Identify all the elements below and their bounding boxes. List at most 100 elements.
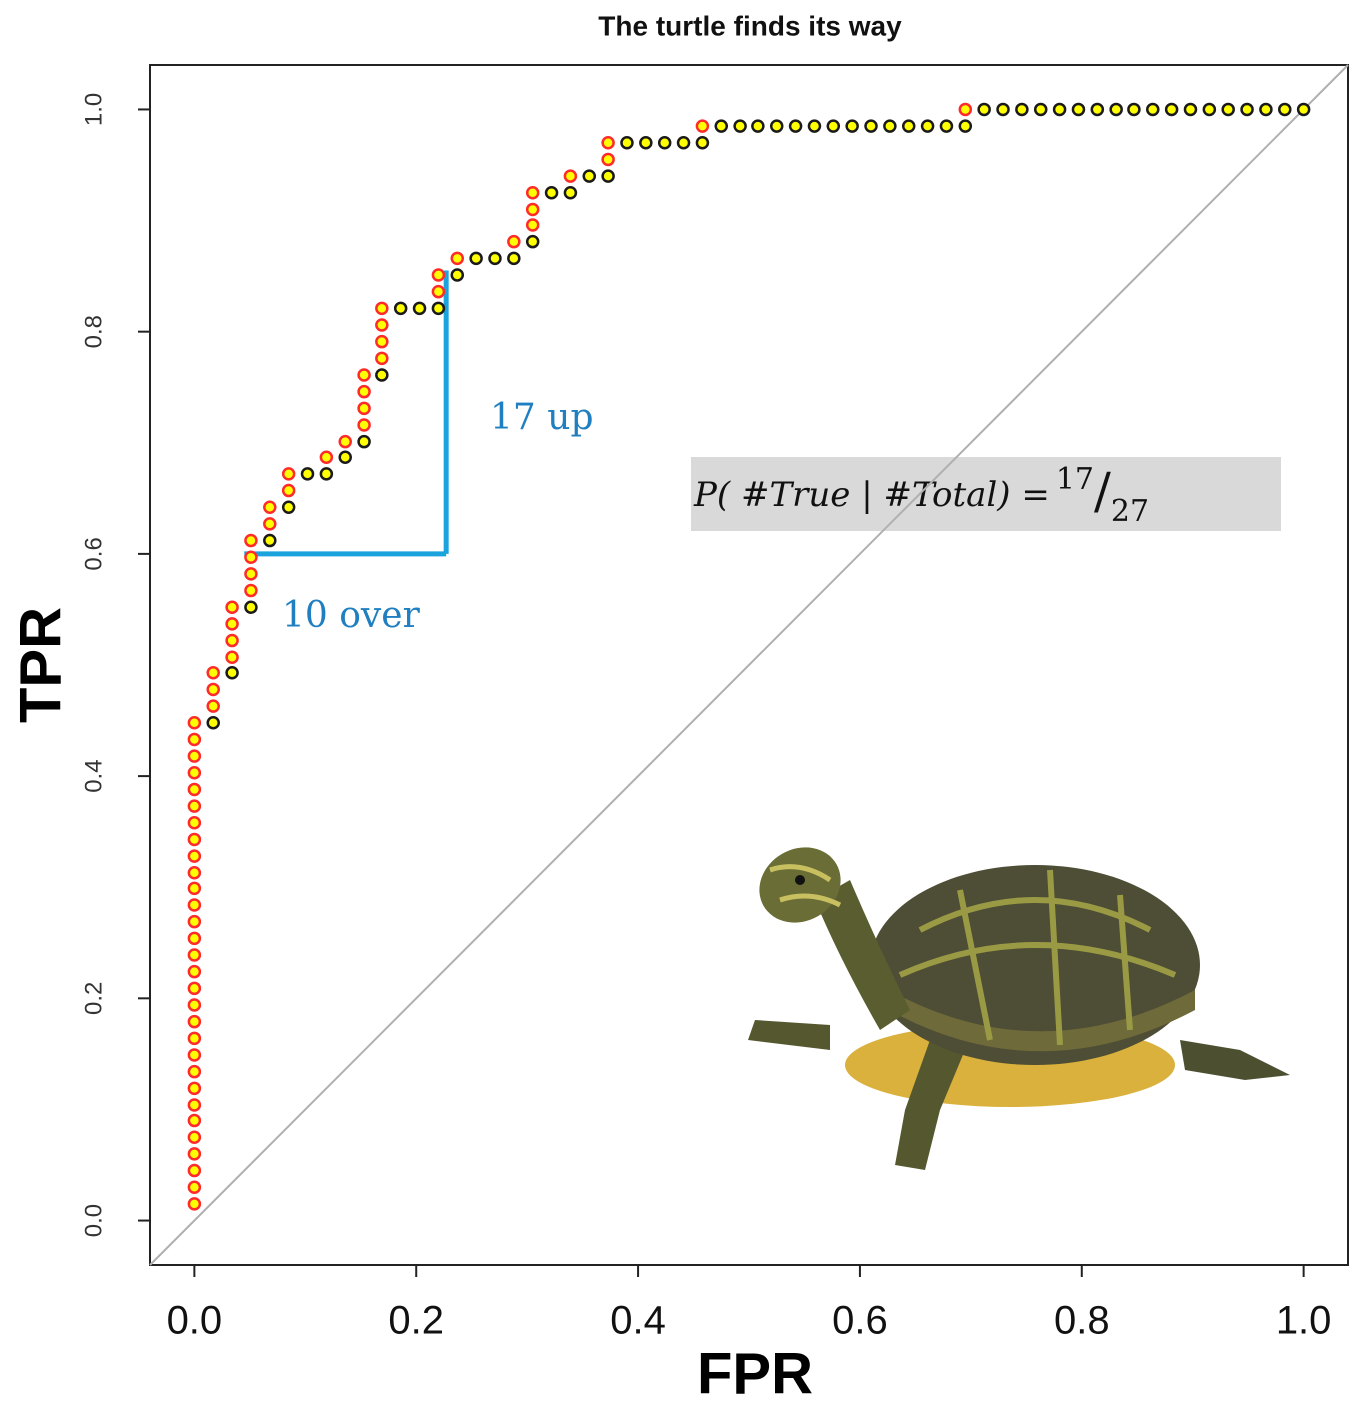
formula-denominator: 27 bbox=[1111, 494, 1149, 529]
roc-point bbox=[376, 303, 387, 314]
page: The turtle finds its way FPR TPR P( #Tru… bbox=[0, 0, 1364, 1409]
roc-point bbox=[847, 121, 858, 132]
roc-point bbox=[584, 171, 595, 182]
roc-point bbox=[433, 286, 444, 297]
roc-point bbox=[208, 701, 219, 712]
roc-point bbox=[321, 452, 332, 463]
roc-point bbox=[433, 270, 444, 281]
roc-point bbox=[189, 784, 200, 795]
roc-point bbox=[189, 916, 200, 927]
x-axis-label: FPR bbox=[697, 1341, 813, 1406]
y-tick-label: 0.8 bbox=[80, 315, 107, 348]
x-tick-label: 0.6 bbox=[832, 1299, 888, 1343]
roc-point bbox=[359, 420, 370, 431]
roc-point bbox=[790, 121, 801, 132]
roc-point bbox=[376, 370, 387, 381]
roc-point bbox=[565, 187, 576, 198]
roc-point bbox=[452, 270, 463, 281]
roc-point bbox=[1016, 104, 1027, 115]
roc-point bbox=[903, 121, 914, 132]
roc-point bbox=[264, 518, 275, 529]
roc-point bbox=[697, 137, 708, 148]
roc-point bbox=[565, 171, 576, 182]
roc-point bbox=[452, 253, 463, 264]
roc-point bbox=[1073, 104, 1084, 115]
roc-point bbox=[189, 983, 200, 994]
roc-point bbox=[1092, 104, 1103, 115]
roc-point bbox=[321, 468, 332, 479]
roc-point bbox=[1128, 104, 1139, 115]
roc-point bbox=[189, 1050, 200, 1061]
roc-point bbox=[376, 353, 387, 364]
roc-point bbox=[283, 485, 294, 496]
roc-point bbox=[227, 635, 238, 646]
roc-point bbox=[245, 602, 256, 613]
roc-point bbox=[245, 552, 256, 563]
roc-point bbox=[189, 1182, 200, 1193]
roc-point bbox=[659, 137, 670, 148]
roc-point bbox=[227, 618, 238, 629]
roc-point bbox=[941, 121, 952, 132]
roc-point bbox=[489, 253, 500, 264]
roc-point bbox=[189, 734, 200, 745]
roc-point bbox=[809, 121, 820, 132]
roc-point bbox=[1185, 104, 1196, 115]
roc-point bbox=[922, 121, 933, 132]
roc-point bbox=[771, 121, 782, 132]
roc-point bbox=[189, 883, 200, 894]
roc-point bbox=[1035, 104, 1046, 115]
roc-point bbox=[245, 535, 256, 546]
roc-point bbox=[376, 320, 387, 331]
roc-point bbox=[189, 966, 200, 977]
roc-point bbox=[189, 1016, 200, 1027]
roc-point bbox=[1111, 104, 1122, 115]
y-tick-label: 1.0 bbox=[80, 93, 107, 126]
roc-point bbox=[1298, 104, 1309, 115]
y-tick-label: 0.2 bbox=[80, 982, 107, 1015]
roc-point bbox=[1279, 104, 1290, 115]
roc-point bbox=[508, 236, 519, 247]
roc-point bbox=[752, 121, 763, 132]
roc-point bbox=[264, 535, 275, 546]
roc-point bbox=[189, 1165, 200, 1176]
formula-separator: / bbox=[1094, 462, 1111, 520]
x-tick-label: 0.0 bbox=[167, 1299, 223, 1343]
roc-point bbox=[227, 602, 238, 613]
roc-point bbox=[998, 104, 1009, 115]
roc-point bbox=[189, 900, 200, 911]
roc-point bbox=[603, 154, 614, 165]
roc-point bbox=[376, 336, 387, 347]
roc-point bbox=[735, 121, 746, 132]
roc-point bbox=[527, 236, 538, 247]
roc-point bbox=[189, 1000, 200, 1011]
roc-point bbox=[189, 751, 200, 762]
roc-point bbox=[471, 253, 482, 264]
roc-point bbox=[359, 370, 370, 381]
formula-text: P( #True | #Total) = bbox=[693, 475, 1050, 515]
roc-point bbox=[414, 303, 425, 314]
roc-point bbox=[189, 817, 200, 828]
y-tick-label: 0.0 bbox=[80, 1204, 107, 1237]
roc-point bbox=[340, 452, 351, 463]
roc-point bbox=[283, 468, 294, 479]
roc-point bbox=[395, 303, 406, 314]
roc-point bbox=[359, 403, 370, 414]
chart: The turtle finds its way FPR TPR P( #Tru… bbox=[0, 0, 1364, 1409]
roc-point bbox=[189, 867, 200, 878]
y-tick-label: 0.6 bbox=[80, 537, 107, 570]
roc-point bbox=[603, 171, 614, 182]
diagonal-line bbox=[150, 65, 1348, 1265]
roc-point bbox=[189, 1066, 200, 1077]
roc-point bbox=[189, 801, 200, 812]
roc-point bbox=[264, 502, 275, 513]
roc-point bbox=[1260, 104, 1271, 115]
roc-point bbox=[1242, 104, 1253, 115]
annotation-over: 10 over bbox=[282, 595, 421, 636]
formula-numerator: 17 bbox=[1056, 462, 1094, 497]
roc-point bbox=[227, 667, 238, 678]
x-tick-label: 0.2 bbox=[388, 1299, 444, 1343]
roc-point bbox=[1204, 104, 1215, 115]
roc-point bbox=[189, 1148, 200, 1159]
roc-point bbox=[640, 137, 651, 148]
chart-title: The turtle finds its way bbox=[598, 10, 902, 41]
